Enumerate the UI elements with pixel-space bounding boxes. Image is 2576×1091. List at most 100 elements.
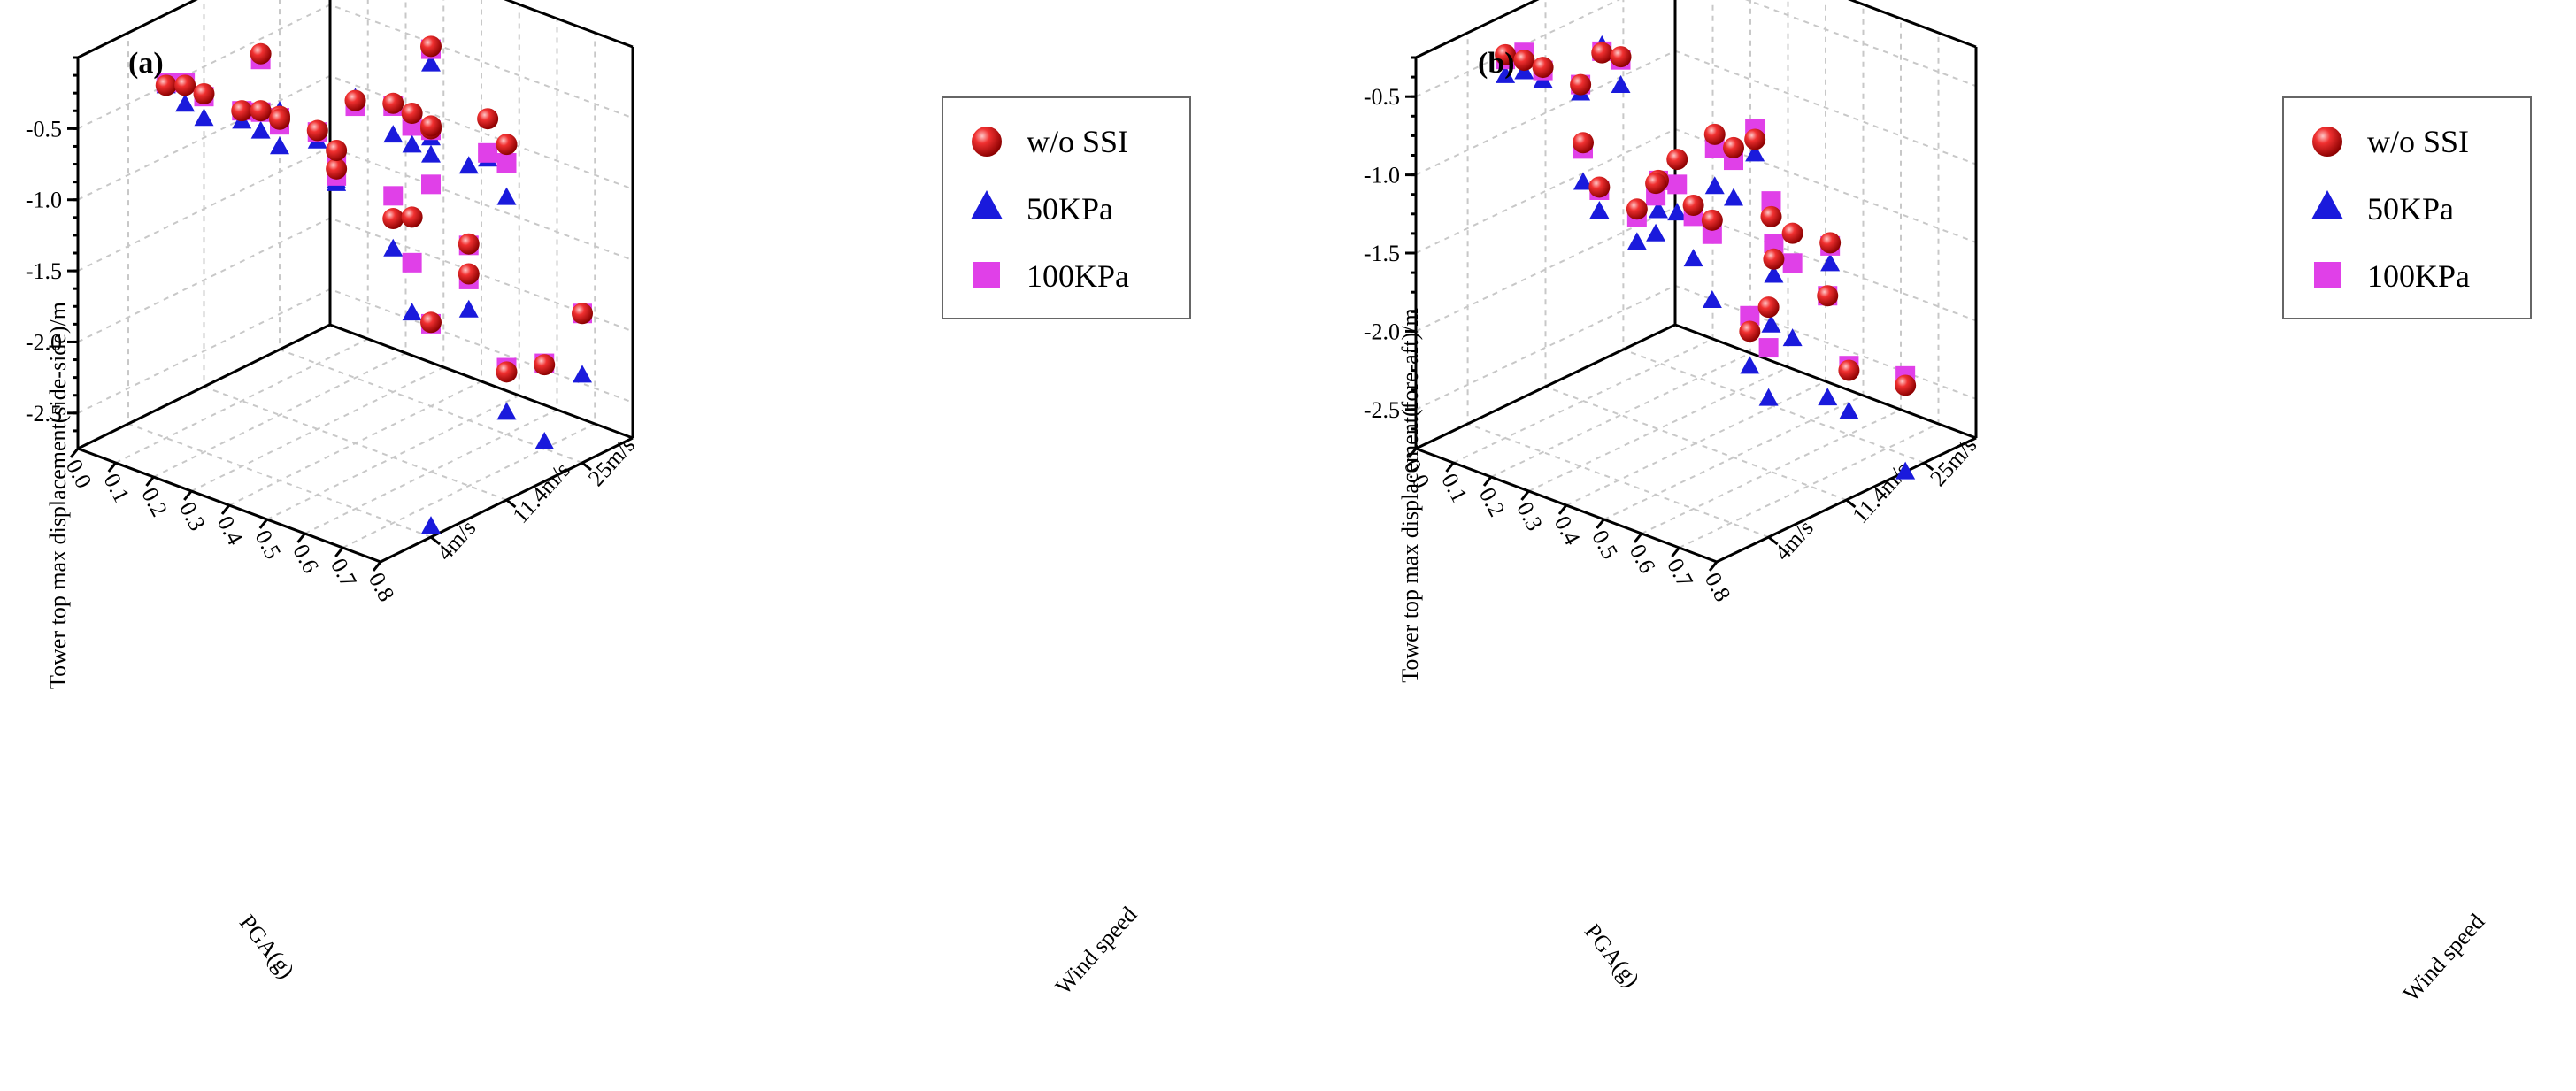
pga-grid-line (1603, 4, 1865, 520)
point-50kpa (1818, 388, 1838, 406)
z-grid-line (1415, 127, 1977, 254)
point-wo-ssi (1895, 374, 1917, 396)
pga-tick (69, 448, 80, 458)
point-wo-ssi (572, 303, 593, 325)
pga-tick (183, 490, 193, 501)
pga-tick-label: 0.8 (364, 568, 400, 605)
point-wo-ssi (1532, 57, 1554, 79)
pga-tick (1482, 476, 1493, 487)
z-tick-label: -0.5 (1364, 84, 1400, 110)
wind-tick-label: 4m/s (1770, 515, 1819, 565)
pga-tick (258, 519, 268, 529)
point-wo-ssi (420, 115, 442, 137)
point-wo-ssi (1739, 320, 1761, 342)
pga-tick-label: 0.2 (136, 483, 173, 520)
pga-tick (372, 561, 382, 572)
z-tick-label: -2.5 (26, 401, 62, 426)
panel-b-legend: w/o SSI 50KPa 100KPa (2282, 96, 2532, 319)
frame-edge (1674, 323, 1977, 440)
point-100kpa (1764, 234, 1784, 254)
pga-tick (1407, 448, 1418, 458)
pga-tick (1633, 533, 1643, 543)
legend-50kpa-marker (971, 190, 1003, 219)
point-50kpa (1740, 356, 1760, 374)
point-wo-ssi (458, 263, 480, 285)
point-50kpa (1895, 461, 1916, 480)
frame-edge (1415, 323, 1676, 450)
point-wo-ssi (420, 35, 442, 58)
frame-edge (1847, 0, 1977, 49)
point-50kpa (1820, 253, 1841, 272)
panel-b-axes: -0.5-1.0-1.5-2.0-2.50.0 0.1 0.2 0.3 0.4 0.5 0.… (1364, 0, 1981, 606)
point-100kpa (1782, 253, 1803, 273)
pga-tick-label: 0.5 (1587, 526, 1623, 563)
point-100kpa (1667, 174, 1688, 195)
pga-grid-line (153, 0, 407, 478)
legend-100kpa-marker-b (2314, 262, 2341, 288)
point-100kpa (1740, 305, 1760, 326)
legend-100kpa-marker (973, 262, 1000, 288)
point-50kpa (534, 431, 555, 449)
point-wo-ssi (1744, 128, 1766, 150)
point-50kpa (421, 516, 441, 534)
z-tick-label: -1.0 (1364, 163, 1400, 188)
wind-tick (1767, 535, 1779, 546)
wind-tick (581, 461, 592, 472)
point-wo-ssi (1626, 198, 1648, 220)
point-50kpa (1758, 388, 1779, 406)
frame-edge (1415, 0, 1540, 59)
point-50kpa (1611, 74, 1631, 93)
point-50kpa (421, 144, 441, 163)
point-wo-ssi (1757, 296, 1780, 319)
z-grid-line (77, 217, 634, 343)
pga-tick (1445, 462, 1455, 473)
point-wo-ssi (1781, 222, 1803, 244)
point-100kpa (1758, 338, 1779, 358)
point-50kpa (250, 120, 271, 139)
point-wo-ssi (420, 311, 442, 334)
point-50kpa (1589, 200, 1610, 219)
point-wo-ssi (1817, 285, 1839, 307)
panel-b: -0.5-1.0-1.5-2.0-2.50.0 0.1 0.2 0.3 0.4 0.5 0.… (1364, 0, 2532, 1007)
point-50kpa (458, 156, 479, 174)
point-50kpa (1667, 203, 1688, 221)
point-wo-ssi (496, 134, 518, 156)
frame-edge (77, 0, 198, 59)
panel-a-z-axis-title: Tower top max displacement(side-side)/m (45, 302, 71, 689)
pga-tick (145, 476, 155, 487)
point-50kpa (194, 108, 214, 127)
frame-edge (329, 323, 634, 440)
point-wo-ssi (1723, 136, 1744, 158)
point-wo-ssi (1760, 205, 1782, 227)
point-wo-ssi (496, 361, 518, 383)
point-50kpa (383, 125, 404, 143)
point-100kpa (1761, 191, 1781, 211)
wind-tick (1923, 461, 1934, 472)
point-100kpa (421, 174, 441, 195)
pga-tick-label: 0.3 (174, 497, 211, 534)
point-wo-ssi (326, 158, 348, 180)
point-50kpa (1782, 328, 1803, 347)
legend-100kpa-label-b: 100KPa (2367, 258, 2470, 294)
panel-b-marks (1495, 35, 1917, 480)
pga-tick-label: 0.1 (98, 469, 135, 506)
pga-tick (107, 462, 117, 473)
point-wo-ssi (401, 206, 423, 228)
pga-tick-label: 0.7 (326, 554, 362, 591)
legend-wo-ssi-marker (972, 127, 1002, 157)
pga-tick (220, 504, 231, 515)
point-50kpa (1646, 223, 1666, 242)
point-50kpa (1839, 401, 1859, 419)
point-wo-ssi (1819, 232, 1842, 254)
frame-edge (77, 323, 331, 450)
point-100kpa (383, 186, 404, 206)
point-50kpa (1649, 200, 1668, 219)
pga-tick-label: 0.5 (250, 526, 286, 563)
point-50kpa (573, 365, 592, 383)
pga-tick-label: 0.4 (1549, 511, 1586, 549)
point-50kpa (402, 134, 422, 153)
point-wo-ssi (1495, 43, 1517, 65)
pga-grid-line (1565, 0, 1826, 506)
point-50kpa (175, 94, 196, 112)
point-50kpa (496, 187, 517, 205)
